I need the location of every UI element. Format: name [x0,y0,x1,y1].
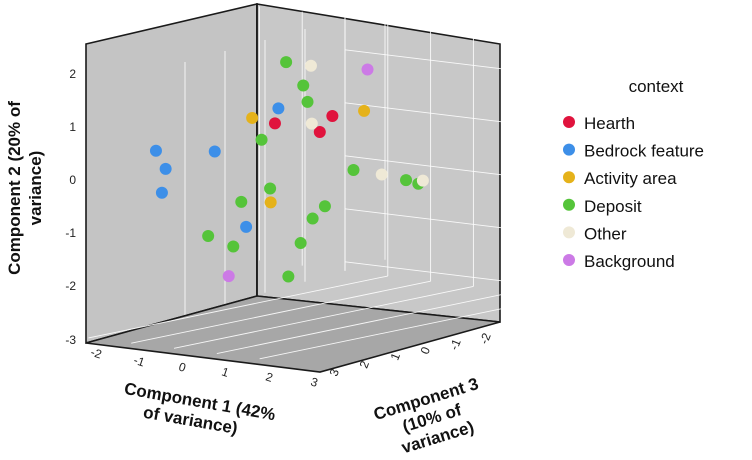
grid-line [344,261,590,292]
grid-line [173,285,474,349]
data-point-deposit [400,174,413,187]
data-point-hearth [326,110,339,123]
grid-line [88,275,388,339]
data-point-deposit [264,182,277,195]
data-point-hearth [268,117,281,130]
x-tick-label: 3 [309,375,320,390]
data-point-bedrock-feature [159,162,172,175]
grid-line [344,155,590,186]
grid-line [259,296,560,360]
data-point-deposit [294,237,307,250]
data-point-other [375,168,388,181]
x-tick-label: 1 [220,365,231,380]
legend-marker [563,198,575,211]
legend-marker [563,143,575,156]
y-tick-label: 1 [69,120,76,134]
left-back-wall [85,2,258,345]
data-point-bedrock-feature [155,186,168,199]
y-tick-label: -1 [65,226,76,240]
data-point-other [416,174,429,187]
data-point-deposit [297,79,310,92]
legend-label: Bedrock feature [584,142,704,161]
data-point-bedrock-feature [240,220,253,233]
legend-marker [563,226,575,239]
x-tick-label: -2 [89,345,104,362]
z-axis-title: Component 3 (10% of variance) [371,374,480,457]
legend-label: Other [584,224,627,243]
legend-marker [563,254,575,266]
data-point-bedrock-feature [272,102,285,115]
grid-line [344,208,590,239]
y-axis-ticks: 2 1 0 -1 -2 -3 [65,67,76,347]
grid-lines [88,6,590,360]
data-point-deposit [227,240,240,253]
legend-label: Background [584,252,675,271]
grid-line [344,49,590,80]
data-point-deposit [280,56,293,69]
y-axis-title: Component 2 (20% of variance) [5,101,45,275]
legend-marker [563,171,575,184]
z-tick-label: 0 [418,344,434,356]
z-tick-label: -2 [477,331,494,346]
z-axis-ticks: 3 2 1 0 -1 -2 [327,331,494,379]
legend-label: Deposit [584,197,642,216]
y-tick-label: 0 [69,173,76,187]
data-point-deposit [301,95,314,108]
z-tick-label: -1 [447,337,464,352]
data-point-background [361,63,374,76]
y-axis-title-line: variance) [26,151,45,226]
y-tick-label: -2 [65,279,76,293]
grid-line [344,102,590,133]
data-point-hearth [313,126,326,138]
data-point-other [305,117,318,130]
data-point-deposit [347,164,360,177]
legend-label: Activity area [584,169,677,188]
data-point-deposit [282,270,295,283]
y-tick-label: 2 [69,67,76,81]
data-point-bedrock-feature [208,145,221,158]
data-point-background [222,270,235,283]
x-tick-label: 2 [264,370,275,385]
data-point-deposit [255,133,268,146]
data-point-deposit [318,200,331,213]
data-point-deposit [306,212,319,225]
data-point-activity-area [264,196,277,209]
floor [85,295,501,373]
z-tick-label: 1 [388,350,404,362]
data-point-other [304,59,317,72]
data-point-activity-area [358,104,371,117]
legend-title: context [629,77,684,96]
x-axis-ticks: -2 -1 0 1 2 3 [89,345,320,390]
data-point-deposit [235,195,248,208]
x-axis-title: Component 1 (42% of variance) [123,379,277,438]
x-tick-label: 0 [177,360,188,375]
data-points [149,56,429,283]
legend-label: Hearth [584,114,635,133]
y-axis-title-line: Component 2 (20% of [5,101,24,275]
grid-line [216,291,517,355]
data-point-activity-area [246,111,259,124]
data-point-bedrock-feature [149,144,162,157]
grid-line [131,280,431,344]
legend-marker [563,116,575,128]
data-point-deposit [202,230,215,243]
y-tick-label: -3 [65,333,76,347]
x-tick-label: -1 [132,353,147,370]
z-tick-label: 3 [327,366,343,378]
z-tick-label: 2 [357,358,373,370]
legend: context Hearth Bedrock feature Activity ar… [563,77,704,271]
